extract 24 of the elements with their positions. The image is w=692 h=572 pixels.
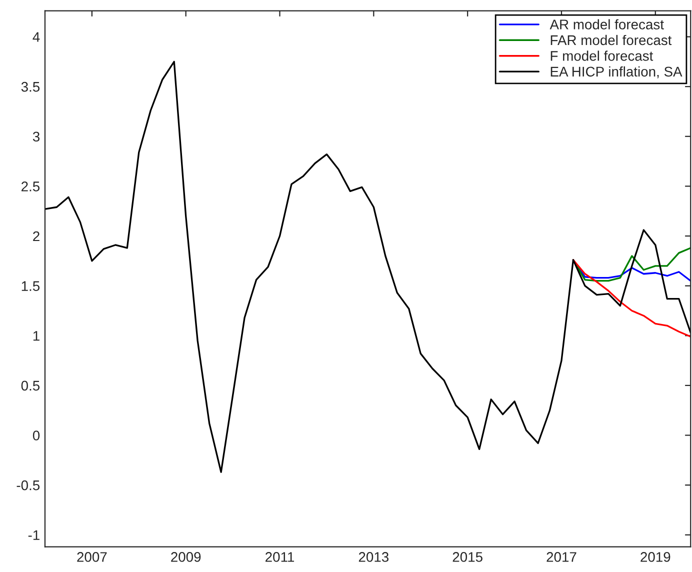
x-tick-label: 2009 bbox=[171, 552, 201, 562]
x-tick-label: 2011 bbox=[266, 552, 294, 562]
y-tick-label: 4 bbox=[32, 32, 40, 42]
legend-label: F model forecast bbox=[550, 50, 654, 61]
x-tick-label: 2017 bbox=[546, 552, 576, 562]
x-tick-label: 2007 bbox=[77, 552, 107, 562]
y-tick-label: 0 bbox=[32, 430, 40, 440]
x-tick-label: 2019 bbox=[640, 552, 670, 562]
y-tick-label: -0.5 bbox=[16, 480, 40, 490]
line-series bbox=[572, 259, 691, 338]
y-tick-label: -1 bbox=[28, 530, 40, 540]
y-tick-label: 2 bbox=[33, 231, 40, 242]
legend-label: AR model forecast bbox=[550, 19, 664, 30]
legend-label: EA HICP inflation, SA bbox=[550, 66, 682, 78]
y-tick-label: 0.5 bbox=[21, 380, 40, 391]
y-tick-label: 3.5 bbox=[21, 82, 40, 92]
legend-label: FAR model forecast bbox=[550, 34, 672, 46]
x-tick-label: 2013 bbox=[358, 552, 389, 562]
y-tick-label: 1 bbox=[33, 331, 40, 341]
x-tick-label: 2015 bbox=[452, 552, 482, 562]
y-tick-label: 2.5 bbox=[22, 182, 40, 192]
y-tick-label: 1.5 bbox=[22, 281, 40, 291]
line-series bbox=[44, 60, 691, 473]
y-tick-label: 3 bbox=[32, 132, 40, 142]
